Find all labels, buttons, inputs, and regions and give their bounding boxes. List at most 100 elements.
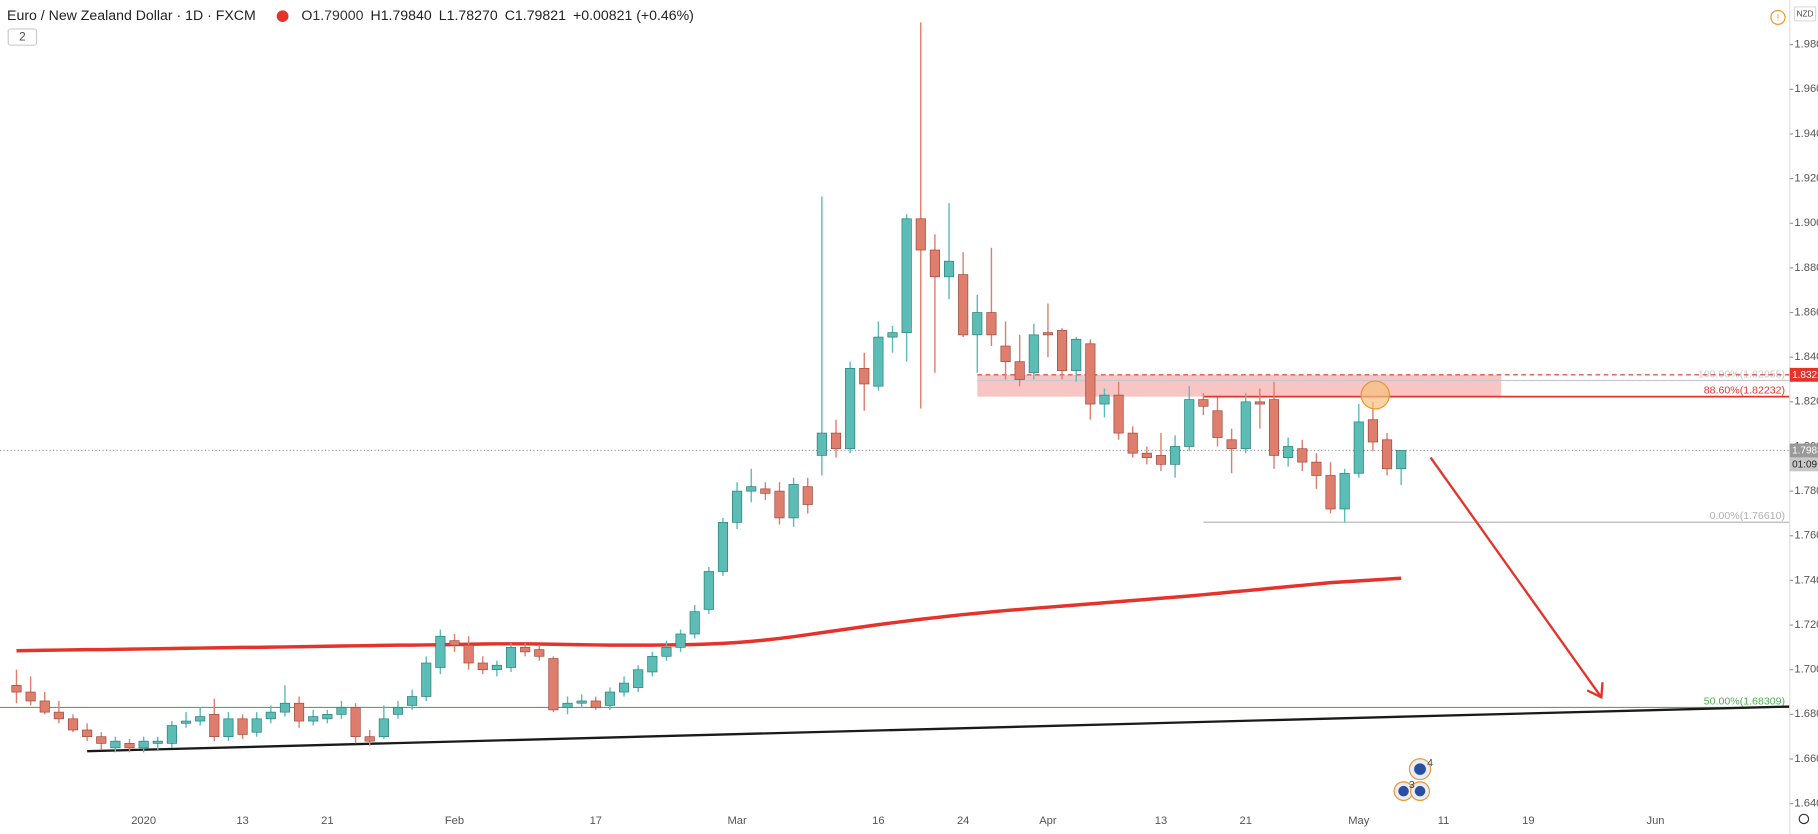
candle-body: [265, 711, 276, 720]
y-tick-label: 1.98000: [1794, 39, 1818, 51]
y-tick-label: 1.84000: [1794, 351, 1818, 363]
candle-body: [633, 669, 644, 688]
candle-body: [82, 729, 93, 738]
y-tick-label: 1.92000: [1794, 173, 1818, 185]
x-tick-label: 17: [590, 815, 602, 827]
symbol-title: Euro / New Zealand Dollar · 1D · FXCM: [7, 7, 256, 23]
fib-label: 88.60%(1.82232): [1704, 385, 1785, 397]
candle-body: [11, 684, 22, 693]
interval-box[interactable]: [7, 28, 38, 46]
x-tick-label: 21: [321, 815, 333, 827]
candle-body: [647, 655, 658, 673]
candle-body: [1028, 334, 1039, 374]
moving-average: [16, 576, 1402, 653]
x-tick-label: 16: [872, 815, 884, 827]
y-tick-label: 1.96000: [1794, 83, 1818, 95]
candle-body: [1339, 472, 1350, 510]
price-badge-label: 1.79821: [1792, 446, 1818, 457]
candle-body: [845, 367, 856, 450]
candle-body: [1212, 410, 1223, 438]
candle-body: [929, 249, 940, 278]
candle-body: [138, 740, 149, 749]
event-count[interactable]: 3: [1409, 779, 1415, 791]
candle-body: [1297, 448, 1308, 463]
trend-line: [87, 705, 1790, 753]
y-tick-label: 1.74000: [1794, 574, 1818, 586]
y-tick-label: 1.94000: [1794, 128, 1818, 140]
price-badge: [1789, 367, 1818, 382]
y-tick-label: 1.76000: [1794, 530, 1818, 542]
event-count[interactable]: 4: [1427, 757, 1433, 769]
highlight-circle: [1360, 380, 1390, 410]
candle-body: [1311, 461, 1322, 476]
ohlc-key: L: [439, 7, 447, 23]
event-icon-core[interactable]: [1414, 785, 1426, 797]
currency-box: [1793, 6, 1817, 22]
ohlc-value: 1.79821: [515, 7, 566, 23]
candle-body: [717, 522, 729, 572]
plot-layer: 2020 13 21 Feb 17 Mar 16 24 Apr 13 21 May 11 19 Jun100…: [0, 22, 1790, 827]
candle-body: [435, 635, 446, 668]
candle-body: [562, 702, 573, 709]
x-tick-label: Apr: [1039, 815, 1057, 827]
ohlc-key: C: [505, 7, 515, 23]
event-icon-core[interactable]: [1414, 763, 1426, 775]
candle-body: [364, 736, 375, 742]
alert-mark[interactable]: !: [1777, 12, 1780, 22]
candle-body: [110, 740, 121, 749]
countdown-badge: [1789, 457, 1818, 472]
countdown: 01:09:19: [1792, 460, 1818, 471]
candle-body: [802, 486, 813, 505]
candle-body: [463, 644, 474, 664]
arrow-head: [1586, 682, 1604, 700]
candle-body: [618, 682, 630, 693]
candle-body: [308, 716, 319, 722]
x-tick-label: May: [1348, 815, 1370, 827]
candle-body: [1367, 419, 1378, 443]
settings-icon[interactable]: [1798, 813, 1810, 825]
candle-body: [1155, 455, 1167, 465]
x-tick-label: 13: [236, 815, 248, 827]
candle-body: [39, 700, 50, 713]
candle-body: [958, 274, 969, 336]
candle-body: [887, 332, 898, 338]
candle-body: [251, 718, 262, 733]
candle-body: [53, 711, 64, 720]
candle-body: [1127, 432, 1138, 454]
candle-body: [392, 707, 404, 715]
candle-body: [1283, 446, 1294, 458]
candle-body: [491, 664, 502, 671]
y-tick-label: 1.64000: [1794, 798, 1818, 810]
candle-body: [1325, 475, 1336, 510]
candle-body: [25, 691, 36, 702]
candle-body: [760, 488, 771, 494]
candle-body: [1198, 399, 1209, 407]
y-tick-label: 1.68000: [1794, 708, 1818, 720]
candle-body: [505, 647, 517, 668]
candle-body: [661, 647, 672, 657]
event-icon-core[interactable]: [1398, 785, 1409, 797]
candle-body: [520, 647, 531, 653]
alert-icon[interactable]: [1770, 9, 1786, 25]
candle-body: [830, 432, 842, 450]
y-tick-label: 1.78000: [1794, 485, 1818, 497]
candle-body: [534, 649, 545, 657]
x-tick-label: 11: [1438, 815, 1450, 827]
candle-body: [1099, 394, 1110, 405]
candle-body: [449, 640, 460, 646]
candle-body: [1226, 439, 1237, 450]
candle-body: [548, 658, 559, 711]
y-tick-label: 1.86000: [1794, 307, 1818, 319]
interval-badge[interactable]: 2: [19, 31, 26, 44]
ohlc-value: 1.79840: [381, 7, 432, 23]
candle-body: [1353, 421, 1364, 474]
candle-body: [96, 736, 107, 744]
candle-body: [124, 743, 135, 749]
candle-body: [788, 484, 799, 519]
fib-label: 100.00%(1.82955): [1698, 369, 1785, 381]
x-tick-label: 21: [1240, 815, 1252, 827]
candle-body: [746, 486, 757, 492]
ohlc-value: 1.78270: [447, 7, 498, 23]
candle-body: [675, 633, 686, 648]
